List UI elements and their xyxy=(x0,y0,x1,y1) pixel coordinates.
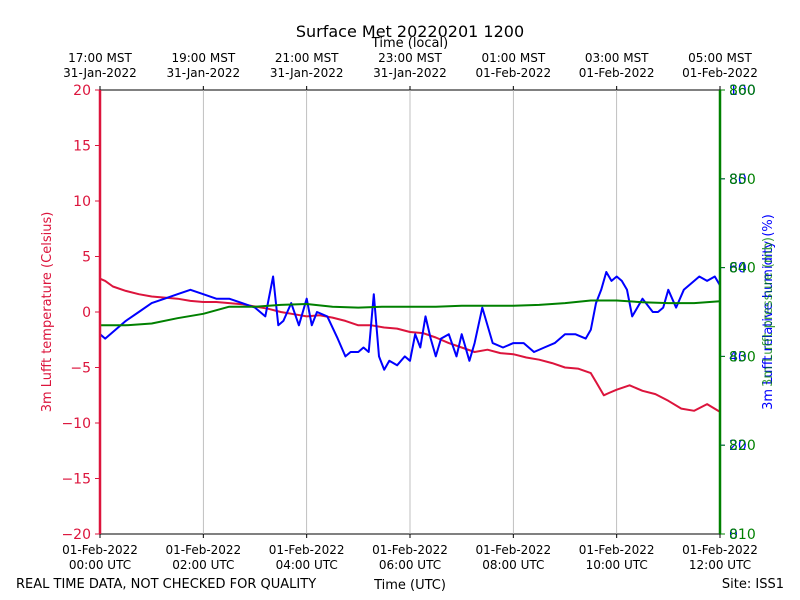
x-tick-label-time-3: 06:00 UTC xyxy=(379,558,441,572)
right-axis-1-tick-label-5: 860 xyxy=(729,83,756,99)
right-axis-0-tick-label-5: 100 xyxy=(729,83,756,99)
x-tick-label-time-5: 10:00 UTC xyxy=(586,558,648,572)
top-tick-label-date-3: 31-Jan-2022 xyxy=(373,66,447,80)
left-tick-label-7: 15 xyxy=(73,139,91,155)
left-tick-label-8: 20 xyxy=(73,83,91,99)
quality-disclaimer: REAL TIME DATA, NOT CHECKED FOR QUALITY xyxy=(16,577,316,592)
left-tick-label-2: −10 xyxy=(61,416,91,432)
left-tick-label-4: 0 xyxy=(82,305,91,321)
right-axis-0-tick-label-0: 0 xyxy=(729,527,738,543)
x-tick-label-date-5: 01-Feb-2022 xyxy=(579,543,655,557)
left-tick-label-6: 10 xyxy=(73,194,91,210)
x-tick-label-time-2: 04:00 UTC xyxy=(276,558,338,572)
top-axis-label: Time (local) xyxy=(371,36,448,51)
top-tick-label-time-0: 17:00 MST xyxy=(68,51,132,65)
right-axis-1-tick-label-3: 840 xyxy=(729,261,756,277)
x-tick-label-date-3: 01-Feb-2022 xyxy=(372,543,448,557)
right-axis-1-tick-label-0: 810 xyxy=(729,527,756,543)
right-axis-0-tick-label-2: 40 xyxy=(729,349,747,365)
series-line-pressure xyxy=(100,299,721,327)
top-tick-label-time-1: 19:00 MST xyxy=(171,51,235,65)
x-tick-label-time-4: 08:00 UTC xyxy=(482,558,544,572)
top-tick-label-date-0: 31-Jan-2022 xyxy=(63,66,137,80)
x-tick-label-time-6: 12:00 UTC xyxy=(689,558,751,572)
x-tick-label-date-6: 01-Feb-2022 xyxy=(682,543,758,557)
top-tick-label-time-5: 03:00 MST xyxy=(585,51,649,65)
chart-title: Surface Met 20220201 1200 xyxy=(296,22,524,41)
top-tick-label-date-6: 01-Feb-2022 xyxy=(682,66,758,80)
right-axis-0-tick-label-3: 60 xyxy=(729,261,747,277)
right-axis-1-tick-label-1: 820 xyxy=(729,438,756,454)
left-tick-label-5: 5 xyxy=(82,250,91,266)
x-tick-label-date-0: 01-Feb-2022 xyxy=(62,543,138,557)
top-tick-label-time-4: 01:00 MST xyxy=(481,51,545,65)
x-tick-label-date-1: 01-Feb-2022 xyxy=(165,543,241,557)
x-tick-label-date-2: 01-Feb-2022 xyxy=(269,543,345,557)
right-axis-1-tick-label-4: 850 xyxy=(729,172,756,188)
right-axis-label-pressure: 3m Lufft pressure (mb) xyxy=(761,237,776,387)
top-tick-label-date-2: 31-Jan-2022 xyxy=(270,66,344,80)
left-y-axis: −20 −15 −10 −5 0 5 10 15 20 xyxy=(61,83,100,543)
top-tick-label-time-3: 23:00 MST xyxy=(378,51,442,65)
top-tick-label-date-4: 01-Feb-2022 xyxy=(475,66,551,80)
right-axis-0-tick-label-1: 20 xyxy=(729,438,747,454)
top-tick-label-time-6: 05:00 MST xyxy=(688,51,752,65)
x-tick-label-date-4: 01-Feb-2022 xyxy=(475,543,551,557)
top-tick-label-date-1: 31-Jan-2022 xyxy=(167,66,241,80)
series-lines xyxy=(99,271,721,413)
right-y-axes: 0 20 40 60 80 100 810 820 830 840 850 860 xyxy=(720,83,756,543)
left-tick-label-3: −5 xyxy=(70,361,91,377)
series-line-temperature xyxy=(99,277,721,413)
right-axis-label-humidity: 3m Lufft relative humidity (%) xyxy=(761,214,776,410)
x-tick-label-time-1: 02:00 UTC xyxy=(172,558,234,572)
site-label: Site: ISS1 xyxy=(722,577,784,592)
top-tick-label-time-2: 21:00 MST xyxy=(275,51,339,65)
series-line-relative-humidity xyxy=(99,271,721,371)
left-axis-label: 3m Lufft temperature (Celsius) xyxy=(40,212,55,413)
left-tick-label-0: −20 xyxy=(61,527,91,543)
vertical-gridlines xyxy=(202,90,618,534)
top-tick-label-date-5: 01-Feb-2022 xyxy=(579,66,655,80)
right-axis-0-tick-label-4: 80 xyxy=(729,172,747,188)
right-axis-1-tick-label-2: 830 xyxy=(729,349,756,365)
x-axis-label: Time (UTC) xyxy=(373,578,446,593)
left-tick-label-1: −15 xyxy=(61,472,91,488)
x-tick-label-time-0: 00:00 UTC xyxy=(69,558,131,572)
